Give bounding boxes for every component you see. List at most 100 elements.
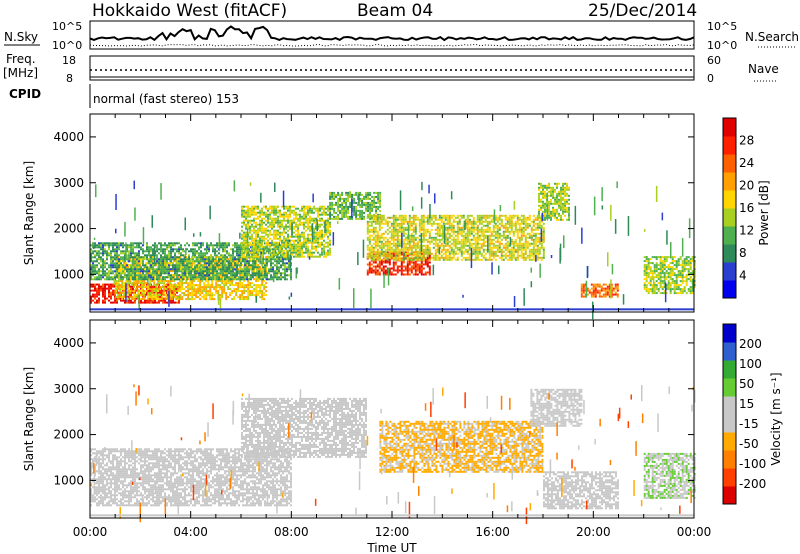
power-cell — [311, 209, 313, 212]
power-cell — [420, 216, 423, 219]
power-cell — [386, 256, 389, 259]
power-cell — [92, 295, 94, 298]
power-cell — [118, 274, 120, 277]
power-cell — [228, 268, 230, 271]
power-cell — [159, 288, 162, 291]
power-cell — [119, 268, 122, 271]
power-cell — [388, 256, 391, 259]
power-cell — [160, 295, 162, 298]
power-cell — [157, 284, 160, 287]
power-cell — [355, 191, 358, 194]
power-cell — [359, 211, 362, 214]
power-cell — [382, 232, 385, 235]
power-cell — [444, 222, 447, 225]
power-cell — [376, 265, 379, 268]
power-cell — [410, 252, 413, 255]
power-cell — [269, 231, 271, 234]
power-cell — [184, 244, 186, 247]
power-cell — [440, 214, 443, 217]
power-cell — [138, 278, 140, 281]
power-cell — [432, 254, 435, 257]
power-cell — [384, 259, 387, 262]
power-cell — [369, 191, 372, 194]
power-cell — [263, 284, 266, 287]
power-cell — [271, 253, 273, 256]
power-cell — [323, 233, 325, 236]
power-cell — [313, 227, 315, 230]
power-cell — [243, 255, 245, 258]
power-cell — [382, 257, 385, 260]
power-cell — [170, 250, 172, 253]
power-cell — [376, 220, 379, 223]
power-cell — [193, 286, 196, 289]
power-cell — [98, 299, 100, 302]
power-cell — [394, 269, 397, 272]
power-cell — [164, 244, 166, 247]
power-cell — [301, 221, 303, 224]
power-cell — [275, 241, 277, 244]
power-cell — [115, 292, 118, 295]
nsearch-tick-high: 10^5 — [707, 20, 737, 33]
power-cell — [279, 221, 281, 224]
power-cell — [221, 292, 224, 295]
power-cell — [368, 267, 371, 270]
power-cell — [182, 272, 184, 275]
power-cell — [239, 282, 242, 285]
power-cell — [120, 250, 122, 253]
power-cell — [414, 228, 417, 231]
power-cell — [416, 265, 419, 268]
power-cell — [117, 280, 120, 283]
power-cell — [384, 252, 387, 255]
power-cell — [286, 262, 288, 265]
power-cell — [388, 254, 391, 257]
power-cell — [418, 222, 421, 225]
power-cell — [268, 272, 270, 275]
power-cell — [232, 252, 234, 255]
power-cell — [257, 235, 259, 238]
power-cell — [176, 291, 178, 294]
power-cell — [404, 216, 407, 219]
power-cell — [236, 264, 238, 267]
power-cell — [149, 282, 152, 285]
power-cell — [376, 254, 379, 257]
power-cell — [98, 297, 100, 300]
power-cell — [196, 276, 198, 279]
power-cell — [205, 298, 208, 301]
power-cell — [327, 219, 329, 222]
power-cell — [170, 258, 172, 261]
power-cell — [286, 270, 288, 273]
power-cell — [325, 251, 327, 254]
power-cell — [180, 260, 182, 263]
power-cell — [114, 256, 116, 259]
power-cell — [394, 216, 397, 219]
power-cell — [199, 288, 202, 291]
power-cell — [156, 274, 158, 277]
power-cell — [117, 286, 120, 289]
power-cell — [94, 250, 96, 253]
power-cell — [138, 274, 140, 277]
power-cell — [164, 299, 166, 302]
power-cell — [253, 211, 255, 214]
power-cell — [188, 276, 190, 279]
power-cell — [365, 203, 368, 206]
power-cell — [191, 266, 194, 269]
power-cell — [287, 245, 289, 248]
power-cell — [116, 252, 118, 255]
power-cell — [287, 215, 289, 218]
power-cell — [205, 296, 208, 299]
power-cell — [108, 295, 110, 298]
power-cell — [248, 254, 250, 257]
power-cell — [319, 229, 321, 232]
power-cell — [311, 255, 313, 258]
power-cell — [177, 284, 180, 287]
power-cell — [382, 269, 385, 272]
power-cell — [277, 233, 279, 236]
power-cell — [374, 252, 377, 255]
power-cell — [371, 195, 374, 198]
power-cell — [351, 217, 354, 220]
power-cell — [245, 223, 247, 226]
power-cell — [315, 209, 317, 212]
power-cell — [277, 241, 279, 244]
power-cell — [382, 246, 385, 249]
power-cell — [416, 236, 419, 239]
